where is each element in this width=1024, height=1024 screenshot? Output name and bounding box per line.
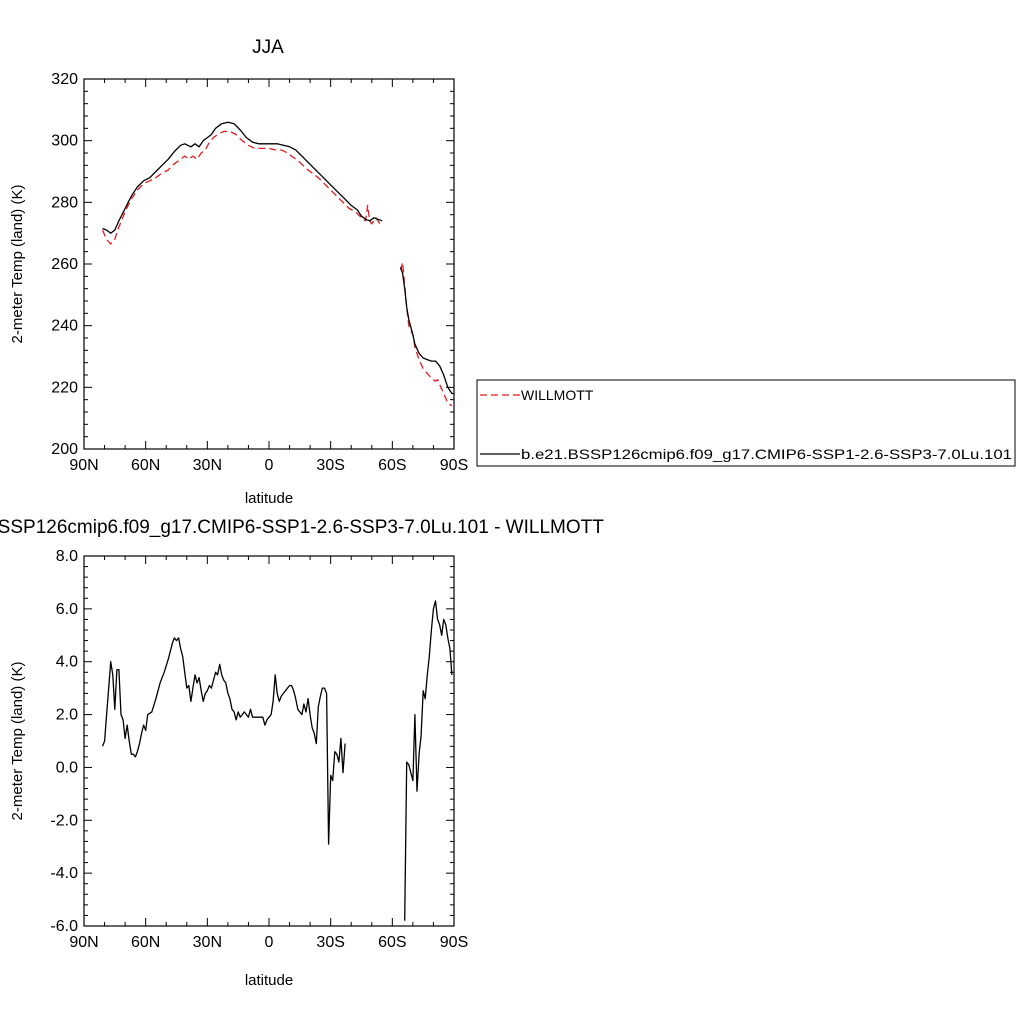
chart-1-series-1-line-segment: [399, 261, 453, 407]
x-tick-label: 60S: [378, 934, 406, 951]
x-tick-label: 90S: [440, 457, 468, 474]
chart-bottom-title: b.e21.BSSP126cmip6.f09_g17.CMIP6-SSP1-2.…: [0, 517, 604, 538]
x-tick-label: 0: [265, 457, 274, 474]
chart-top-frame: [83, 78, 455, 450]
y-tick-label: -4.0: [50, 865, 78, 882]
chart-top-xlabel: latitude: [245, 490, 293, 507]
y-tick-label: 0.0: [56, 759, 78, 776]
y-tick-label: 240: [51, 318, 78, 335]
legend: WILLMOTT b.e21.BSSP126cmip6.f09_g17.CMIP…: [476, 379, 1016, 467]
chart-bottom-panel: b.e21.BSSP126cmip6.f09_g17.CMIP6-SSP1-2.…: [0, 517, 604, 989]
chart-bottom-xlabel: latitude: [245, 972, 293, 989]
x-tick-label: 90S: [440, 934, 468, 951]
y-tick-label: 220: [51, 379, 78, 396]
x-tick-label: 90N: [69, 934, 98, 951]
x-tick-label: 30S: [316, 934, 344, 951]
x-tick-label: 60N: [131, 457, 160, 474]
chart-2-series-1-line-segment: [404, 600, 453, 921]
y-tick-label: 2.0: [56, 707, 78, 724]
y-tick-label: 6.0: [56, 601, 78, 618]
chart-bottom-ylabel: 2-meter Temp (land) (K): [9, 662, 26, 821]
y-tick-label: 8.0: [56, 548, 78, 565]
y-tick-label: 300: [51, 133, 78, 150]
x-tick-label: 0: [265, 934, 274, 951]
y-tick-label: 260: [51, 256, 78, 273]
chart-1-series-2-line-segment: [399, 266, 454, 395]
y-tick-label: 280: [51, 194, 78, 211]
legend-label-model: b.e21.BSSP126cmip6.f09_g17.CMIP6-SSP1-2.…: [521, 446, 1012, 462]
chart-top-ylabel: 2-meter Temp (land) (K): [9, 185, 26, 344]
chart-top-title: JJA: [252, 37, 284, 58]
y-tick-label: 200: [51, 441, 78, 458]
chart-2-series-1-line-segment: [101, 637, 346, 845]
chart-top-panel: JJA 90N 60N 30N 0 30S 60S 90S 200 220 240 260 280 30…: [9, 37, 468, 507]
legend-box: [476, 379, 1016, 467]
y-tick-label: 320: [51, 71, 78, 88]
legend-label-willmott: WILLMOTT: [521, 387, 594, 403]
x-tick-label: 30S: [316, 457, 344, 474]
y-tick-label: -6.0: [50, 918, 78, 935]
chart-1-series-2-line-segment: [102, 121, 383, 234]
x-tick-label: 30N: [193, 457, 222, 474]
x-tick-label: 60N: [131, 934, 160, 951]
y-tick-label: -2.0: [50, 812, 78, 829]
x-tick-label: 60S: [378, 457, 406, 474]
x-tick-label: 30N: [193, 934, 222, 951]
x-tick-label: 90N: [69, 457, 98, 474]
y-tick-label: 4.0: [56, 654, 78, 671]
chart-1-series-1-line-segment: [101, 130, 383, 245]
